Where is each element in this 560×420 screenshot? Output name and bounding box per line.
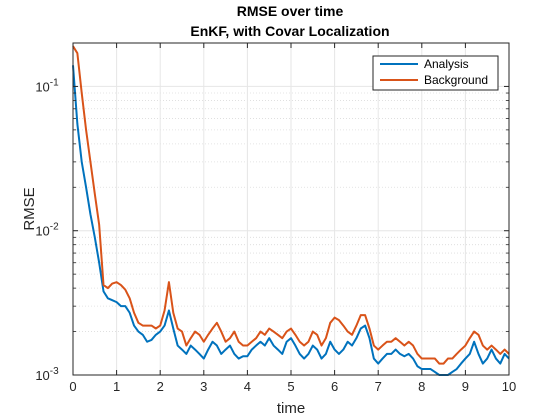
y-axis-label: RMSE <box>21 187 38 230</box>
x-tick-label: 8 <box>418 379 425 394</box>
chart-title: RMSE over time <box>237 3 344 19</box>
chart-subtitle: EnKF, with Covar Localization <box>190 23 389 39</box>
y-tick-label: 10-2 <box>35 222 59 239</box>
legend-background-label: Background <box>424 73 488 87</box>
x-tick-label: 6 <box>331 379 338 394</box>
x-tick-label: 9 <box>462 379 469 394</box>
legend-box <box>372 55 499 91</box>
legend-analysis-label: Analysis <box>424 57 469 71</box>
plot-area: 0 1 2 3 4 5 6 7 8 9 10 10-3 10-2 10-1 <box>35 42 516 394</box>
series-line-background <box>72 45 510 365</box>
x-tick-label: 10 <box>502 379 516 394</box>
x-axis-label: time <box>277 400 305 417</box>
series-line-analysis <box>72 65 510 376</box>
legend: Analysis Background <box>372 55 499 91</box>
x-tick-label: 1 <box>113 379 120 394</box>
x-tick-label: 2 <box>157 379 164 394</box>
ticks-layer: 0 1 2 3 4 5 6 7 8 9 10 10-3 10-2 10-1 <box>35 42 516 394</box>
x-tick-label: 4 <box>244 379 251 394</box>
y-tick-label: 10-3 <box>35 366 59 383</box>
y-tick-label: 10-1 <box>35 77 59 94</box>
x-tick-label: 3 <box>200 379 207 394</box>
x-tick-label: 7 <box>375 379 382 394</box>
x-tick-label: 5 <box>287 379 294 394</box>
series-layer <box>72 45 510 376</box>
x-tick-label: 0 <box>69 379 76 394</box>
